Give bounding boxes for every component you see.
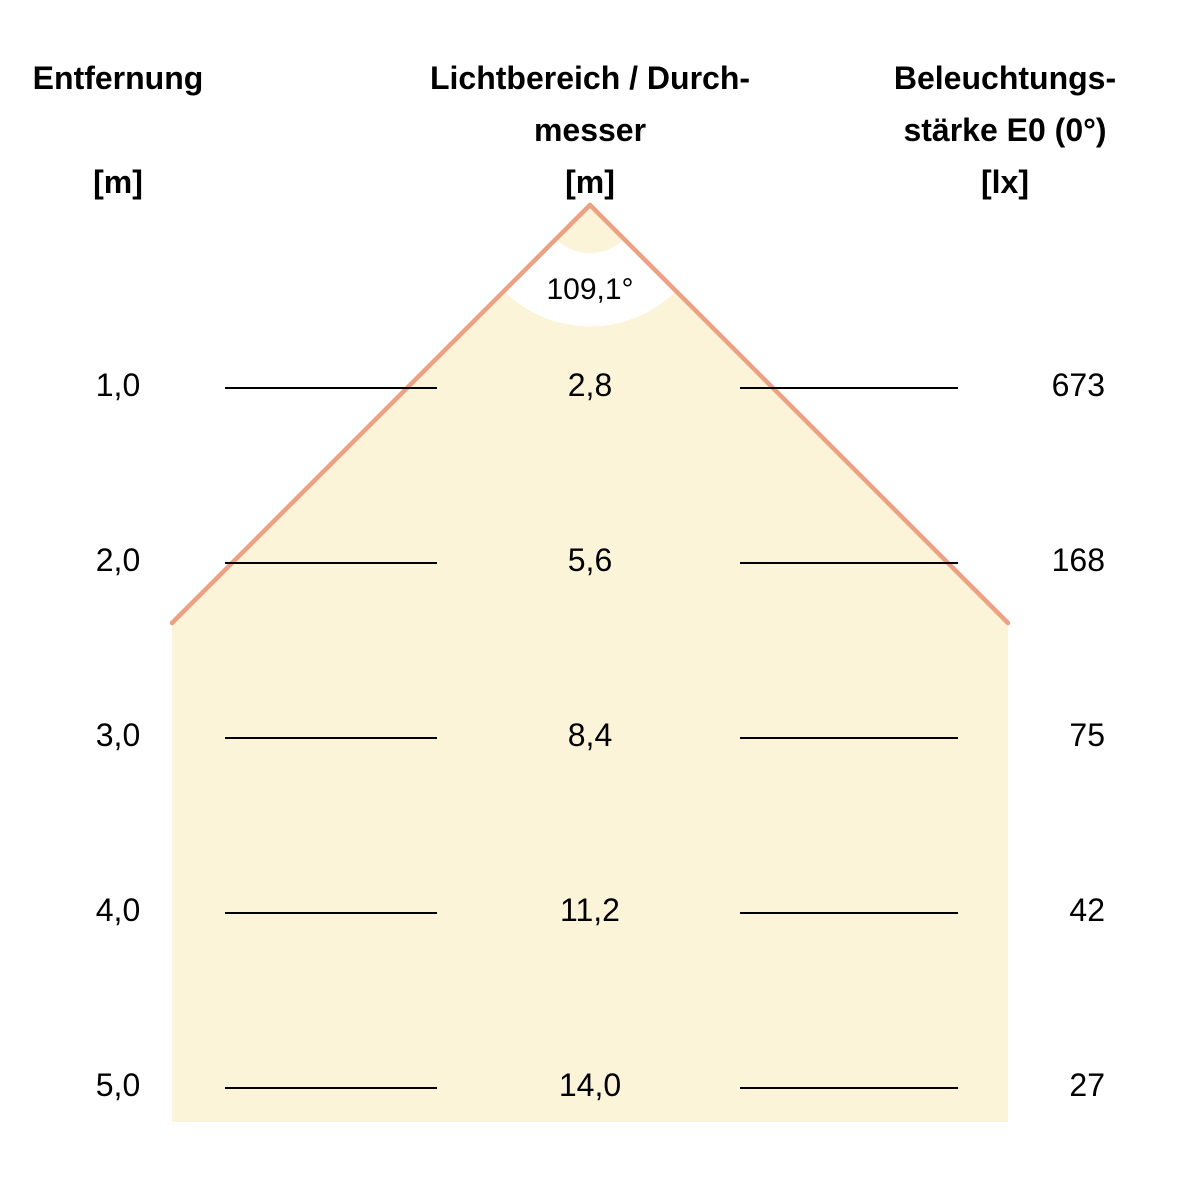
- distance-value: 2,0: [95, 542, 141, 578]
- header-illuminance-title-2: stärke E0 (0°): [903, 112, 1107, 148]
- cone-edge-right: [587, 202, 1011, 626]
- diameter-value: 14,0: [558, 1067, 622, 1103]
- diameter-value: 2,8: [567, 367, 613, 403]
- illuminance-value: 27: [1069, 1067, 1105, 1103]
- header-diameter-title-2: messer: [533, 112, 647, 148]
- header-distance-title: Entfernung: [32, 60, 204, 96]
- tick-line-right: [740, 737, 958, 739]
- header-illuminance-title-1: Beleuchtungs-: [893, 60, 1117, 96]
- tick-line-right: [740, 1087, 958, 1089]
- distance-value: 5,0: [95, 1067, 141, 1103]
- table-row: 5,0 14,0 27: [0, 1064, 1182, 1106]
- distance-value: 4,0: [95, 892, 141, 928]
- diameter-value: 8,4: [567, 717, 613, 753]
- tick-line-left: [225, 1087, 437, 1089]
- tick-line-right: [740, 387, 958, 389]
- tick-line-right: [740, 912, 958, 914]
- header-diameter-unit: [m]: [565, 164, 615, 200]
- table-row: 2,0 5,6 168: [0, 539, 1182, 581]
- illuminance-value: 42: [1069, 892, 1105, 928]
- light-cone-fill: [172, 205, 1008, 1122]
- beam-angle-arc-cutout: [504, 239, 676, 327]
- cone-edge-left: [169, 202, 593, 626]
- tick-line-left: [225, 737, 437, 739]
- header-illuminance-unit: [lx]: [981, 164, 1029, 200]
- table-row: 4,0 11,2 42: [0, 889, 1182, 931]
- illuminance-value: 673: [1051, 367, 1105, 403]
- illuminance-value: 75: [1069, 717, 1105, 753]
- distance-value: 3,0: [95, 717, 141, 753]
- tick-line-left: [225, 387, 437, 389]
- table-row: 1,0 2,8 673: [0, 364, 1182, 406]
- diameter-value: 11,2: [560, 892, 620, 928]
- tick-line-left: [225, 912, 437, 914]
- diameter-value: 5,6: [567, 542, 613, 578]
- header-distance-unit: [m]: [93, 164, 143, 200]
- header-diameter-title-1: Lichtbereich / Durch-: [429, 60, 751, 96]
- beam-angle-label: 109,1°: [546, 273, 634, 306]
- table-row: 3,0 8,4 75: [0, 714, 1182, 756]
- tick-line-right: [740, 562, 958, 564]
- tick-line-left: [225, 562, 437, 564]
- illuminance-value: 168: [1051, 542, 1105, 578]
- distance-value: 1,0: [95, 367, 141, 403]
